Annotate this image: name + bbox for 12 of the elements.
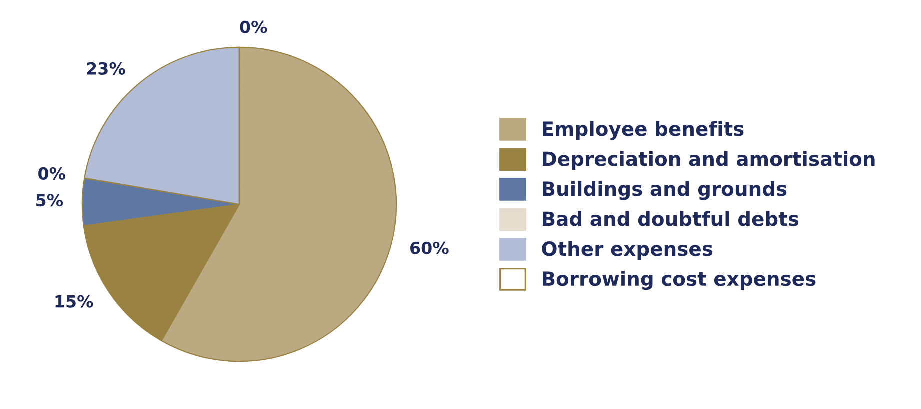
legend-label: Employee benefits — [543, 121, 744, 140]
legend-label: Buildings and grounds — [543, 181, 787, 200]
data-label: 23% — [87, 62, 126, 75]
text: 0% — [240, 20, 268, 34]
legend-label: Bad and doubtful debts — [543, 211, 799, 226]
legend-label: Borrowing cost expenses — [543, 271, 816, 290]
legend-label: Depreciation and amortisation — [543, 151, 875, 170]
data-label: 5% — [36, 194, 64, 207]
legend-label: Other expenses — [542, 241, 713, 260]
data-label: 15% — [56, 295, 94, 308]
data-label: 60% — [410, 242, 449, 254]
text: 0% — [38, 167, 66, 180]
